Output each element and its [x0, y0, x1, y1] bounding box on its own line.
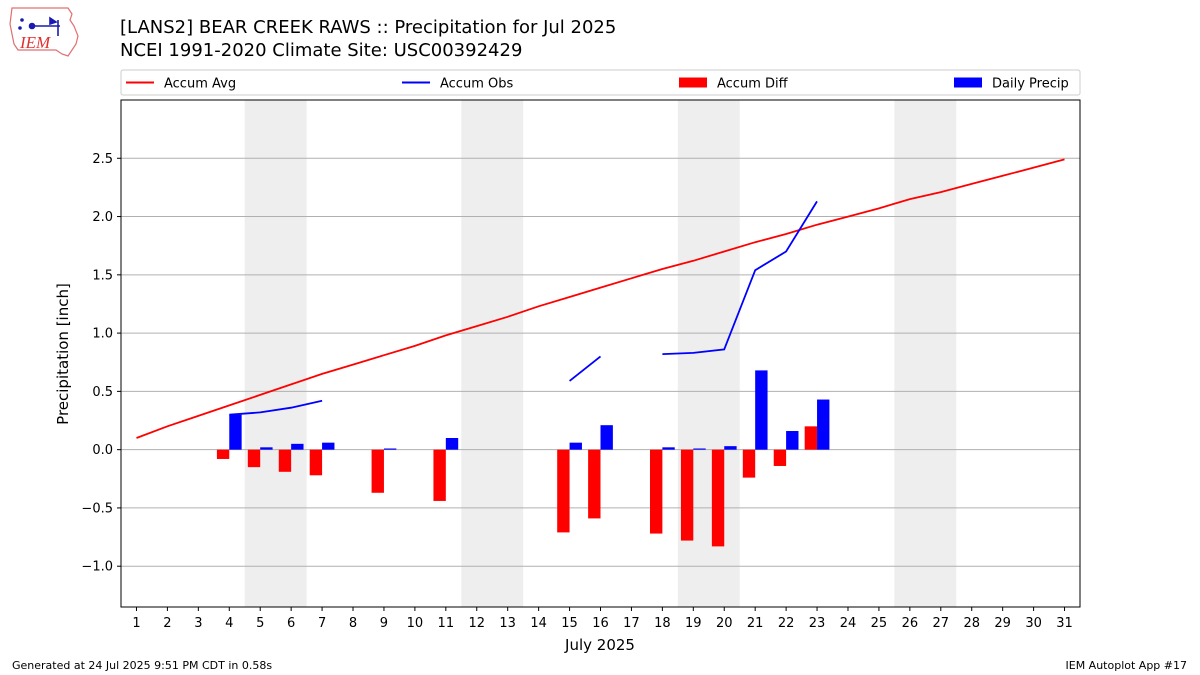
daily-precip-bar [260, 447, 273, 450]
x-tick-label: 22 [778, 616, 795, 631]
logo-text: IEM [19, 33, 51, 52]
accum-diff-bar [309, 449, 323, 476]
daily-precip-bar [786, 431, 799, 450]
x-tick-label: 15 [561, 616, 578, 631]
chart-title: [LANS2] BEAR CREEK RAWS :: Precipitation… [120, 17, 617, 38]
accum-diff-bar [557, 449, 570, 533]
legend: Accum Avg Accum Obs Accum Diff Daily Precip [120, 69, 1081, 96]
series-lines [136, 158, 1065, 439]
accum-diff-bar [804, 426, 818, 450]
accum-diff-bar [247, 449, 261, 468]
x-tick-label: 26 [902, 616, 919, 631]
daily-precip-bar [693, 448, 706, 450]
x-tick-label: 25 [871, 616, 888, 631]
x-tick-label: 1 [132, 616, 140, 631]
weekend-shading [244, 100, 957, 607]
legend-swatch-bar [679, 77, 707, 88]
daily-precip-bar [817, 399, 830, 450]
accum-diff-bar [433, 449, 446, 501]
iem-logo: IEM [9, 7, 79, 57]
y-tick-label: 0.5 [92, 385, 113, 400]
legend-label: Daily Precip [992, 77, 1069, 92]
legend-label: Accum Diff [717, 77, 789, 92]
x-tick-label: 19 [685, 616, 702, 631]
legend-swatch-bar [954, 77, 982, 88]
y-tick-label: 0.0 [92, 443, 113, 458]
legend-label: Accum Obs [440, 77, 513, 92]
weekend-band [461, 100, 524, 607]
daily-precip-bar [662, 447, 675, 450]
y-tick-label: 2.0 [92, 210, 113, 225]
footer-app: IEM Autoplot App #17 [1065, 659, 1188, 672]
accum-obs-line [569, 355, 602, 382]
y-tick-label: −1.0 [81, 560, 113, 575]
x-tick-label: 3 [194, 616, 202, 631]
weekend-band [244, 100, 307, 607]
x-tick-label: 5 [256, 616, 264, 631]
x-tick-label: 12 [468, 616, 485, 631]
x-tick-label: 4 [225, 616, 233, 631]
x-tick-label: 7 [318, 616, 326, 631]
x-tick-label: 9 [380, 616, 388, 631]
daily-precip-bar [569, 442, 582, 450]
daily-precip-bar [600, 425, 613, 450]
x-tick-label: 11 [438, 616, 455, 631]
x-tick-label: 13 [499, 616, 516, 631]
daily-precip-bar [755, 370, 768, 450]
x-tick-label: 30 [1025, 616, 1042, 631]
x-axis-label: July 2025 [564, 636, 635, 654]
x-tick-label: 18 [654, 616, 671, 631]
x-tick-label: 10 [407, 616, 424, 631]
legend-label: Accum Avg [164, 77, 236, 92]
accum-obs-line [662, 200, 818, 355]
bars [216, 370, 830, 547]
x-tick-label: 31 [1056, 616, 1073, 631]
x-tick-label: 28 [963, 616, 980, 631]
accum-diff-bar [773, 449, 787, 466]
y-axis-label: Precipitation [inch] [54, 283, 72, 425]
axes: −1.0−0.50.00.51.01.52.02.51 2 3 4 5 6 7 8 9 10 11 1… [81, 152, 1072, 631]
x-tick-label: 17 [623, 616, 640, 631]
x-tick-label: 16 [592, 616, 609, 631]
accum-diff-bar [588, 449, 601, 519]
accum-avg-line [136, 158, 1065, 439]
x-tick-label: 2 [163, 616, 171, 631]
x-tick-label: 23 [809, 616, 826, 631]
accum-diff-bar [680, 449, 694, 541]
x-tick-label: 21 [747, 616, 764, 631]
x-tick-label: 6 [287, 616, 295, 631]
daily-precip-bar [445, 438, 459, 450]
daily-precip-bar [322, 442, 335, 450]
accum-diff-bar [278, 449, 292, 472]
x-tick-label: 20 [716, 616, 733, 631]
chart-subtitle: NCEI 1991-2020 Climate Site: USC00392429 [120, 40, 523, 61]
weekend-band [894, 100, 957, 607]
accum-diff-bar [371, 449, 384, 493]
footer-generated: Generated at 24 Jul 2025 9:51 PM CDT in … [12, 659, 273, 672]
x-tick-label: 27 [933, 616, 950, 631]
y-tick-label: −0.5 [81, 501, 113, 516]
x-tick-label: 24 [840, 616, 857, 631]
x-tick-label: 29 [994, 616, 1011, 631]
daily-precip-bar [291, 443, 304, 450]
daily-precip-bar [724, 446, 737, 450]
daily-precip-bar [229, 414, 242, 450]
accum-diff-bar [216, 449, 230, 459]
accum-diff-bar [649, 449, 663, 534]
accum-obs-line [229, 399, 323, 416]
y-tick-label: 1.0 [92, 327, 113, 342]
x-tick-label: 14 [530, 616, 547, 631]
accum-diff-bar [711, 449, 725, 547]
daily-precip-bar [383, 448, 397, 450]
legend-box [120, 69, 1081, 96]
x-tick-label: 8 [349, 616, 357, 631]
y-tick-label: 1.5 [92, 268, 113, 283]
accum-diff-bar [742, 449, 756, 478]
y-tick-label: 2.5 [92, 152, 113, 167]
